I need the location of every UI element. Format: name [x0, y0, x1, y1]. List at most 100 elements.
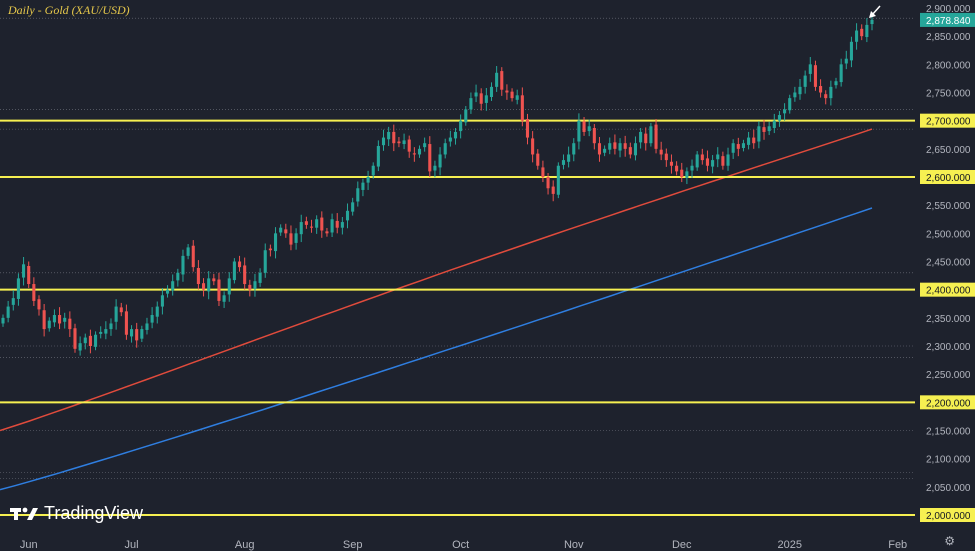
gear-icon[interactable]: ⚙ — [944, 534, 955, 548]
candle-body — [675, 165, 679, 172]
candle-body — [94, 334, 98, 347]
candle-body — [181, 255, 185, 275]
level-price-label: 2,600.000 — [926, 173, 971, 184]
price-axis[interactable]: 2,900.000 2,850.000 2,800.000 2,750.000 2,70… — [920, 4, 975, 522]
candle-body — [824, 94, 828, 99]
date-axis[interactable]: Jun Jul Aug Sep Oct Nov Dec 2025 Feb — [20, 539, 907, 551]
candle-body — [119, 307, 123, 313]
candle-body — [155, 306, 159, 317]
candle-body — [649, 126, 653, 144]
candle-body — [237, 261, 242, 268]
candle-body — [541, 167, 545, 177]
candle-body — [577, 120, 581, 142]
candle-body — [788, 98, 792, 111]
candle-body — [669, 161, 674, 166]
candle-body — [731, 143, 735, 153]
current-price-badge: 2,878.840 — [920, 12, 975, 27]
candle-body — [762, 127, 766, 132]
candle-body — [705, 158, 709, 166]
candle-body — [294, 233, 298, 243]
price-tick-label: 2,100.000 — [926, 455, 971, 466]
candle-body — [623, 143, 627, 149]
logo-text: TradingView — [44, 503, 144, 523]
date-tick-label: Jun — [20, 539, 38, 551]
candle-body — [834, 81, 838, 86]
candle-body — [351, 202, 355, 212]
candle-body — [777, 115, 781, 121]
candle-body — [870, 19, 874, 25]
level-price-badge — [920, 508, 975, 522]
candle-body — [839, 64, 843, 83]
candle-body — [536, 153, 540, 166]
candle-body — [520, 95, 524, 121]
candle-body — [618, 143, 622, 151]
candle-body — [567, 154, 571, 162]
price-tick-label: 2,250.000 — [926, 370, 971, 381]
level-price-badge — [920, 170, 975, 184]
candle-body — [222, 295, 226, 302]
candle-body — [613, 142, 617, 149]
candle-body — [453, 131, 458, 139]
candle-body — [387, 131, 391, 140]
candle-body — [531, 138, 535, 155]
price-tick-label: 2,650.000 — [926, 145, 971, 156]
level-price-badge — [920, 395, 975, 410]
price-tick-label: 2,350.000 — [926, 314, 971, 325]
candle-body — [464, 109, 468, 123]
candle-body — [813, 65, 817, 87]
arrow-head — [869, 11, 876, 18]
date-tick-label: Feb — [888, 539, 907, 551]
candle-body — [495, 72, 499, 87]
candle-body — [402, 140, 406, 145]
candle-body — [135, 329, 139, 341]
date-tick-label: Aug — [235, 539, 255, 551]
candle-body — [736, 144, 740, 149]
candle-body — [114, 306, 118, 322]
horizontal-levels — [0, 119, 915, 516]
price-tick-label: 2,450.000 — [926, 258, 971, 269]
candle-body — [407, 139, 411, 152]
date-tick-label: Oct — [452, 539, 469, 551]
current-price-label: 2,878.840 — [926, 16, 971, 27]
candle-body — [345, 210, 350, 221]
candle-body — [819, 86, 823, 93]
candle-body — [140, 329, 144, 339]
candle-body — [371, 165, 375, 176]
candle-body — [397, 141, 401, 144]
candle-body — [654, 124, 658, 149]
candle-body — [592, 127, 596, 144]
candle-body — [582, 121, 586, 132]
candle-body — [88, 335, 92, 346]
candle-body — [37, 299, 41, 310]
price-tick-label: 2,750.000 — [926, 89, 971, 100]
candle-body — [356, 188, 360, 202]
candle-body — [664, 153, 668, 161]
candle-body — [217, 279, 221, 301]
candle-body — [124, 311, 128, 335]
candle-body — [376, 146, 380, 167]
candle-body — [58, 315, 62, 324]
candle-body — [212, 278, 216, 282]
candle-body — [186, 247, 190, 256]
candle-body — [772, 120, 776, 128]
candle-body — [201, 283, 206, 290]
candle-body — [844, 58, 848, 64]
candle-body — [78, 343, 82, 351]
candle-body — [289, 233, 293, 245]
candle-body — [587, 126, 591, 132]
candle-body — [510, 91, 514, 99]
current-price-box — [920, 12, 975, 27]
candle-body — [258, 272, 262, 283]
candle-body — [597, 143, 602, 155]
candle-body — [145, 323, 149, 330]
candle-body — [47, 320, 51, 329]
candle-body — [361, 182, 365, 190]
date-tick-label: 2025 — [777, 539, 801, 551]
candle-body — [392, 131, 396, 144]
candle-body — [479, 93, 483, 104]
candle-body — [325, 231, 329, 234]
candle-body — [83, 337, 87, 344]
date-tick-label: Sep — [343, 539, 363, 551]
candle-body — [16, 278, 20, 299]
